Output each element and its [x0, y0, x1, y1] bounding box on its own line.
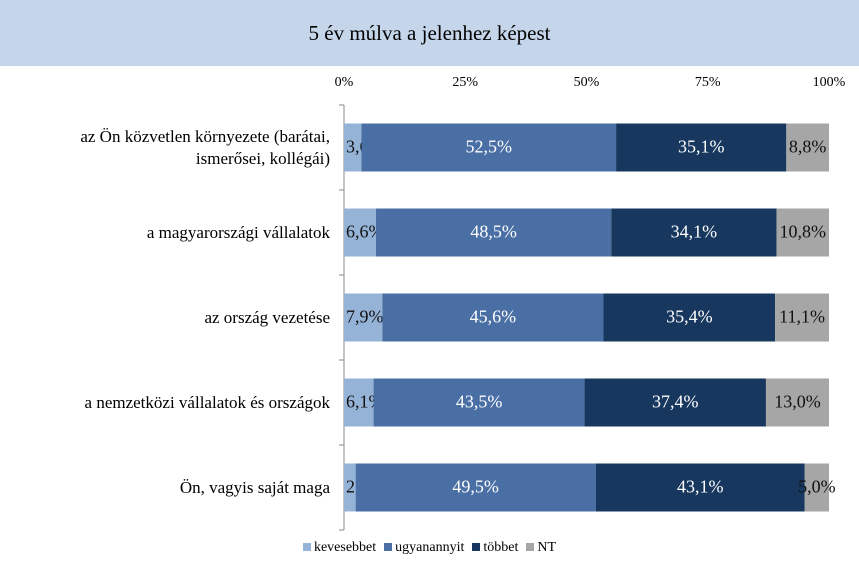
- y-tick-label: az ország vezetése: [204, 307, 330, 327]
- legend-label: NT: [537, 540, 557, 555]
- bar-segment: [344, 378, 374, 427]
- data-label: 6,6%: [346, 222, 384, 242]
- data-label: 5,0%: [798, 477, 836, 497]
- y-tick-label: Ön, vagyis saját maga: [179, 477, 330, 497]
- legend-swatch: [302, 543, 311, 551]
- data-label: 7,9%: [346, 307, 384, 327]
- bar-segment: [373, 378, 585, 427]
- data-label: 34,1%: [671, 222, 718, 242]
- legend-swatch: [472, 543, 481, 551]
- y-tick-label: a nemzetközi vállalatok és országok: [84, 392, 330, 412]
- bar-segment: [584, 378, 766, 427]
- bar-segment: [344, 208, 377, 257]
- bar-segment: [804, 463, 829, 512]
- bar-segment: [595, 463, 805, 512]
- x-tick-label: 50%: [574, 75, 600, 90]
- data-label: 13,0%: [774, 392, 821, 412]
- bar-segment: [786, 123, 829, 172]
- bar-segment: [603, 293, 776, 342]
- bar-segment: [765, 378, 829, 427]
- data-label: 10,8%: [780, 222, 827, 242]
- legend-label: kevesebbet: [313, 540, 377, 555]
- x-tick-label: 75%: [695, 75, 721, 90]
- data-label: 35,4%: [666, 307, 713, 327]
- legend-item: NT: [526, 540, 556, 556]
- bar-segment: [611, 208, 777, 257]
- bar-segment: [344, 463, 356, 512]
- data-label: 48,5%: [470, 222, 517, 242]
- x-tick-label: 0%: [335, 75, 354, 90]
- legend-item: többet: [472, 540, 518, 556]
- data-label: 43,5%: [456, 392, 503, 412]
- legend-label: többet: [483, 540, 519, 555]
- legend-swatch: [526, 543, 535, 551]
- x-tick-label: 100%: [813, 75, 846, 90]
- data-label: 52,5%: [466, 137, 513, 157]
- data-label: 43,1%: [677, 477, 724, 497]
- bar-segment: [776, 208, 829, 257]
- y-tick-label: az Ön közvetlen környezete (barátai, ism…: [80, 126, 330, 168]
- data-label: 37,4%: [652, 392, 699, 412]
- bar-segment: [376, 208, 612, 257]
- bar-segment: [344, 293, 383, 342]
- x-tick-label: 25%: [452, 75, 478, 90]
- data-label: 35,1%: [678, 137, 725, 157]
- data-label: 49,5%: [452, 477, 499, 497]
- data-label: 8,8%: [789, 137, 827, 157]
- data-label: 11,1%: [779, 307, 825, 327]
- bar-segment: [382, 293, 604, 342]
- legend-label: ugyanannyit: [395, 540, 465, 555]
- legend: kevesebbet ugyanannyit többet NT: [0, 540, 859, 556]
- bar-segment: [361, 123, 617, 172]
- legend-item: ugyanannyit: [384, 540, 464, 556]
- y-tick-label: a magyarországi vállalatok: [146, 222, 330, 242]
- data-label: 45,6%: [470, 307, 517, 327]
- bar-segment: [344, 123, 362, 172]
- legend-swatch: [384, 543, 393, 551]
- bar-segment: [616, 123, 787, 172]
- legend-item: kevesebbet: [302, 540, 377, 556]
- bar-segment: [775, 293, 829, 342]
- chart-title: 5 év múlva a jelenhez képest: [0, 0, 859, 66]
- bar-segment: [355, 463, 596, 512]
